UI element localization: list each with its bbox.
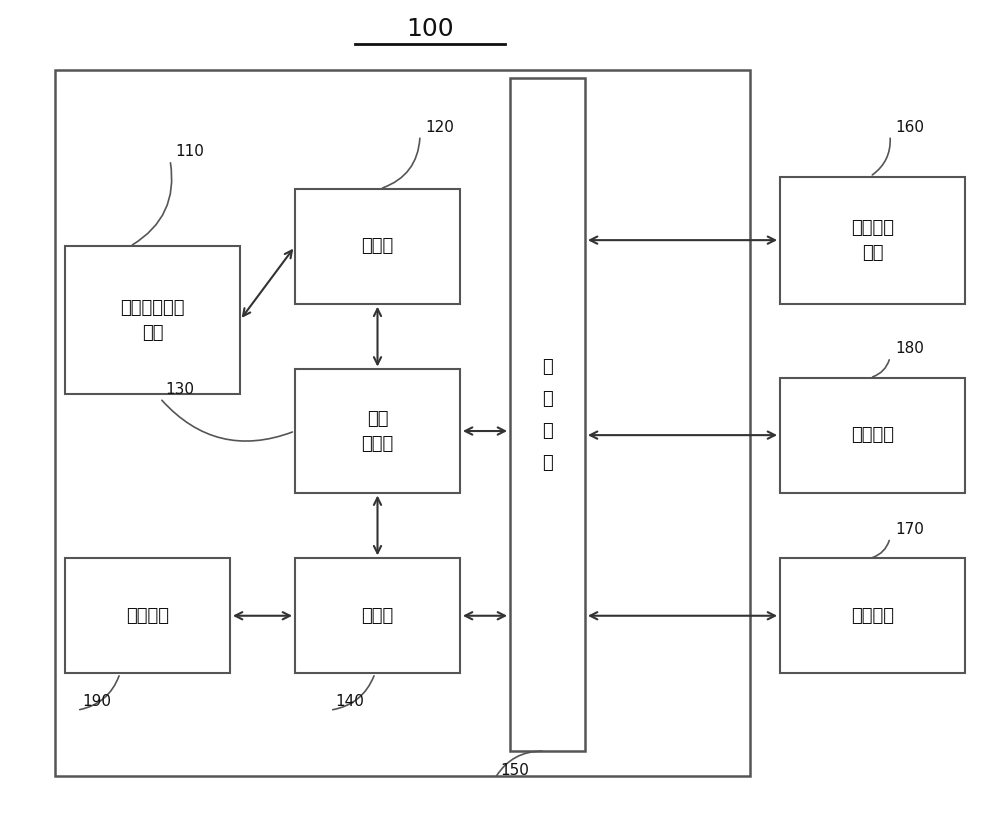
Text: 120: 120 [425, 120, 454, 135]
Text: 输入输出
单元: 输入输出 单元 [851, 218, 894, 262]
Bar [65, 558, 230, 673]
Text: 110: 110 [175, 144, 204, 159]
Bar [295, 189, 460, 304]
Text: 存储
控制器: 存储 控制器 [361, 410, 394, 452]
Text: 190: 190 [82, 695, 111, 709]
Text: 射频单元: 射频单元 [851, 426, 894, 444]
Text: 100: 100 [406, 16, 454, 41]
Text: 150: 150 [500, 763, 529, 777]
Text: 显示单元: 显示单元 [851, 607, 894, 625]
Text: 140: 140 [335, 695, 364, 709]
Text: 130: 130 [165, 383, 194, 397]
Bar [55, 70, 750, 776]
Text: 处理器: 处理器 [361, 607, 394, 625]
Text: 170: 170 [895, 522, 924, 537]
Bar [780, 177, 965, 304]
Bar [65, 246, 240, 394]
Text: 存储器: 存储器 [361, 237, 394, 255]
Bar [295, 369, 460, 493]
Bar [780, 558, 965, 673]
Text: 180: 180 [895, 342, 924, 356]
Text: 160: 160 [895, 120, 924, 135]
Text: 阅读版面优化
装置: 阅读版面优化 装置 [120, 299, 185, 342]
Text: 外
设
接
口: 外 设 接 口 [542, 358, 553, 471]
Text: 通信单元: 通信单元 [126, 607, 169, 625]
Bar [780, 378, 965, 493]
Bar [510, 78, 585, 751]
Bar [295, 558, 460, 673]
